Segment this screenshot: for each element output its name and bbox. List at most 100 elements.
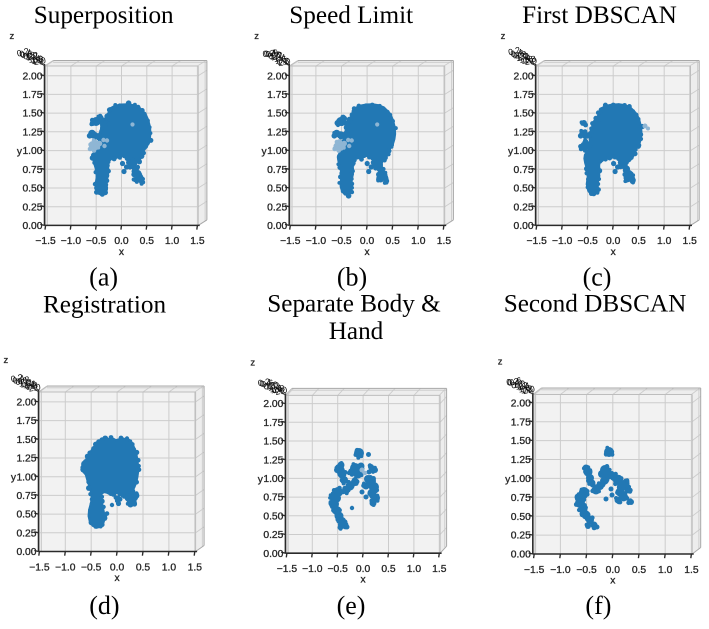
svg-text:0.25: 0.25 [16,528,36,539]
svg-text:0.2: 0.2 [506,376,519,387]
svg-text:z: z [250,357,255,368]
svg-text:Speed Limit: Speed Limit [289,2,413,29]
svg-text:0.5: 0.5 [381,564,396,575]
svg-text:0.0: 0.0 [606,565,621,576]
svg-text:0.25: 0.25 [263,530,283,541]
svg-text:1.50: 1.50 [267,109,287,120]
svg-text:1.8: 1.8 [25,380,39,393]
svg-text:0.25: 0.25 [22,202,42,213]
svg-text:0.0: 0.0 [114,236,129,247]
svg-text:0.00: 0.00 [511,550,531,561]
svg-text:1.25: 1.25 [263,455,283,466]
svg-text:(d): (d) [89,591,119,620]
svg-text:0.2: 0.2 [257,376,271,388]
svg-text:y: y [17,147,23,158]
svg-text:0.0: 0.0 [360,236,375,247]
svg-text:2.0: 2.0 [274,384,288,397]
svg-text:1.50: 1.50 [263,437,283,448]
svg-text:2.0: 2.0 [28,382,42,394]
svg-text:0.75: 0.75 [514,165,534,176]
svg-text:1.6: 1.6 [274,54,288,67]
svg-text:2.00: 2.00 [16,398,36,409]
svg-text:1.00: 1.00 [22,146,42,157]
svg-text:−1.0: −1.0 [61,236,82,247]
svg-text:0.4: 0.4 [19,47,33,59]
svg-text:−1.0: −1.0 [552,236,573,247]
svg-text:0.4: 0.4 [263,47,277,59]
svg-text:1.0: 1.0 [25,50,39,62]
svg-text:0.2: 0.2 [10,372,24,384]
svg-text:−0.5: −0.5 [578,236,599,247]
svg-text:−1.5: −1.5 [35,236,56,247]
svg-text:−0.5: −0.5 [328,564,349,575]
svg-text:1.00: 1.00 [16,472,36,483]
svg-text:1.75: 1.75 [263,418,283,429]
svg-text:0.8: 0.8 [510,378,524,390]
svg-text:1.75: 1.75 [22,90,42,101]
svg-text:0.25: 0.25 [267,202,287,213]
svg-text:0.4: 0.4 [507,376,520,387]
svg-text:0.2: 0.2 [262,48,275,59]
svg-text:0.0: 0.0 [110,562,125,573]
svg-text:−1.5: −1.5 [277,564,298,575]
svg-text:1.5: 1.5 [432,564,447,575]
svg-text:x: x [115,573,121,584]
svg-text:−1.5: −1.5 [280,236,301,247]
svg-text:0.50: 0.50 [22,184,42,195]
svg-text:Second DBSCAN: Second DBSCAN [504,291,687,318]
svg-text:1.5: 1.5 [684,565,699,576]
svg-text:1.2: 1.2 [269,50,284,63]
svg-text:Separate Body &: Separate Body & [267,291,441,318]
svg-text:x: x [611,247,617,258]
svg-text:0.6: 0.6 [260,377,274,389]
svg-text:1.8: 1.8 [523,54,537,66]
svg-text:1.75: 1.75 [267,90,287,101]
svg-text:0.00: 0.00 [267,221,287,232]
svg-text:1.50: 1.50 [511,436,531,447]
svg-text:1.2: 1.2 [516,51,530,64]
svg-text:1.75: 1.75 [16,416,36,427]
svg-text:1.00: 1.00 [514,146,534,157]
svg-text:1.0: 1.0 [162,562,177,573]
svg-text:0.5: 0.5 [632,565,647,576]
svg-text:1.6: 1.6 [30,53,44,65]
svg-text:y: y [11,473,17,484]
svg-text:2.00: 2.00 [263,399,283,410]
svg-text:1.00: 1.00 [511,474,531,485]
svg-text:1.75: 1.75 [511,417,531,428]
svg-text:−0.5: −0.5 [331,236,352,247]
svg-text:2.00: 2.00 [514,71,534,82]
svg-text:0.5: 0.5 [136,562,151,573]
svg-text:1.6: 1.6 [518,383,532,395]
svg-text:First DBSCAN: First DBSCAN [522,2,677,29]
svg-text:0.8: 0.8 [263,380,277,392]
svg-text:(c): (c) [583,263,612,292]
svg-text:−1.5: −1.5 [524,565,545,576]
svg-text:y: y [258,474,264,485]
svg-text:0.0: 0.0 [606,236,621,247]
svg-text:1.0: 1.0 [407,564,422,575]
svg-text:0.75: 0.75 [511,493,531,504]
svg-text:z: z [10,31,15,42]
svg-text:0.6: 0.6 [511,48,525,61]
svg-text:1.8: 1.8 [520,383,534,395]
svg-text:1.25: 1.25 [22,127,42,138]
svg-text:0.5: 0.5 [140,236,155,247]
svg-text:2.00: 2.00 [511,398,531,409]
svg-text:2.0: 2.0 [524,55,537,66]
svg-text:1.0: 1.0 [165,236,180,247]
svg-text:2.0: 2.0 [522,383,536,396]
svg-text:−0.5: −0.5 [576,565,597,576]
svg-text:1.25: 1.25 [514,127,534,138]
svg-text:−0.5: −0.5 [86,236,107,247]
svg-text:1.5: 1.5 [437,236,452,247]
svg-text:1.6: 1.6 [520,54,534,66]
svg-text:Superposition: Superposition [34,2,174,29]
svg-text:2.0: 2.0 [33,55,47,67]
svg-text:y: y [262,147,268,158]
svg-text:0.00: 0.00 [263,549,283,560]
svg-text:0.5: 0.5 [386,236,401,247]
svg-text:1.2: 1.2 [266,380,281,393]
svg-text:1.0: 1.0 [658,565,673,576]
svg-text:−1.0: −1.0 [302,564,323,575]
